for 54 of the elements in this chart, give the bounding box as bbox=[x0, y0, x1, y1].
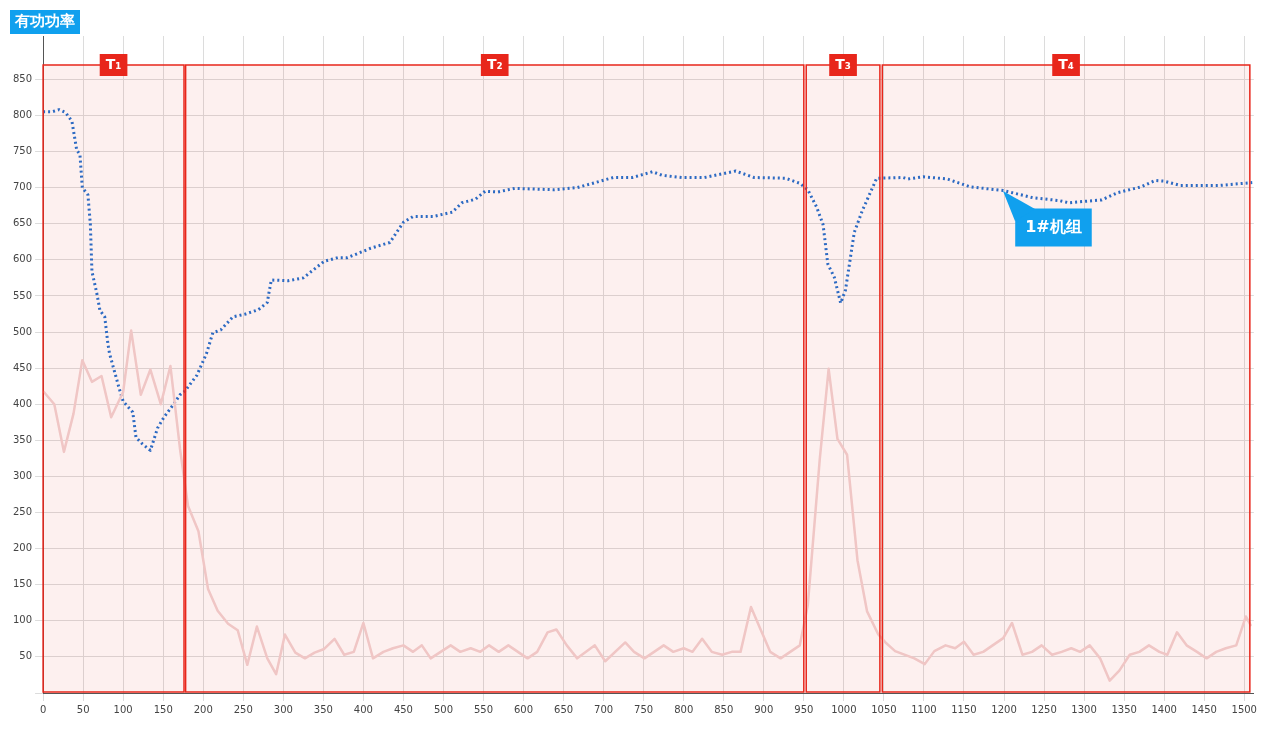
x-tick-label: 1450 bbox=[1191, 703, 1217, 715]
y-tick-label: 300 bbox=[12, 470, 33, 481]
x-tick-label: 1350 bbox=[1111, 703, 1137, 715]
band-label: T₁ bbox=[105, 55, 122, 72]
x-tick-label: 450 bbox=[393, 703, 413, 715]
y-tick-label: 150 bbox=[12, 578, 33, 590]
y-tick-label: 500 bbox=[12, 325, 33, 337]
x-tick-label: 500 bbox=[433, 703, 454, 715]
x-tick-label: 300 bbox=[273, 703, 293, 715]
x-tick-label: 950 bbox=[794, 703, 814, 715]
x-tick-label: 1250 bbox=[1031, 703, 1057, 715]
x-tick-label: 200 bbox=[193, 703, 213, 715]
band-label: T₃ bbox=[835, 55, 851, 72]
y-tick-label: 650 bbox=[12, 217, 33, 229]
x-tick-label: 900 bbox=[754, 703, 774, 715]
x-tick-label: 1000 bbox=[831, 703, 857, 715]
x-tick-label: 100 bbox=[113, 703, 133, 715]
x-tick-label: 850 bbox=[714, 703, 734, 715]
x-tick-label: 1100 bbox=[911, 703, 937, 715]
y-tick-label: 400 bbox=[12, 397, 33, 409]
x-tick-label: 250 bbox=[233, 703, 253, 715]
x-tick-label: 0 bbox=[39, 703, 47, 715]
y-tick-label: 550 bbox=[12, 289, 33, 301]
x-tick-label: 750 bbox=[634, 703, 654, 715]
y-tick-label: 700 bbox=[12, 181, 33, 193]
y-tick-label: 50 bbox=[19, 650, 33, 662]
y-tick-label: 100 bbox=[12, 614, 33, 626]
band-label: T₂ bbox=[486, 55, 503, 72]
x-tick-label: 650 bbox=[554, 703, 574, 715]
x-tick-label: 800 bbox=[674, 703, 694, 715]
x-tick-label: 600 bbox=[514, 703, 534, 715]
x-tick-label: 1050 bbox=[871, 703, 897, 715]
x-tick-label: 1200 bbox=[991, 703, 1017, 715]
y-tick-label: 800 bbox=[12, 109, 33, 121]
band-label: T₄ bbox=[1058, 55, 1074, 72]
series-label: 1#机组 bbox=[1025, 216, 1082, 236]
x-tick-label: 700 bbox=[594, 703, 614, 715]
y-tick-label: 600 bbox=[12, 253, 33, 265]
y-tick-label: 750 bbox=[12, 145, 33, 157]
x-tick-label: 150 bbox=[153, 703, 173, 715]
x-tick-label: 400 bbox=[353, 703, 373, 715]
y-tick-label: 450 bbox=[12, 361, 33, 373]
x-tick-label: 550 bbox=[473, 703, 494, 715]
y-tick-label: 200 bbox=[12, 542, 33, 554]
x-tick-label: 350 bbox=[313, 703, 333, 715]
x-tick-label: 50 bbox=[76, 703, 90, 715]
x-tick-label: 1500 bbox=[1231, 703, 1257, 715]
y-tick-label: 250 bbox=[12, 506, 33, 518]
y-tick-label: 350 bbox=[12, 433, 33, 445]
chart-title: 有功功率 bbox=[14, 11, 75, 30]
y-tick-label: 850 bbox=[12, 72, 33, 84]
x-tick-label: 1300 bbox=[1071, 703, 1097, 715]
x-tick-label: 1150 bbox=[951, 703, 977, 715]
x-tick-label: 1400 bbox=[1151, 703, 1177, 715]
